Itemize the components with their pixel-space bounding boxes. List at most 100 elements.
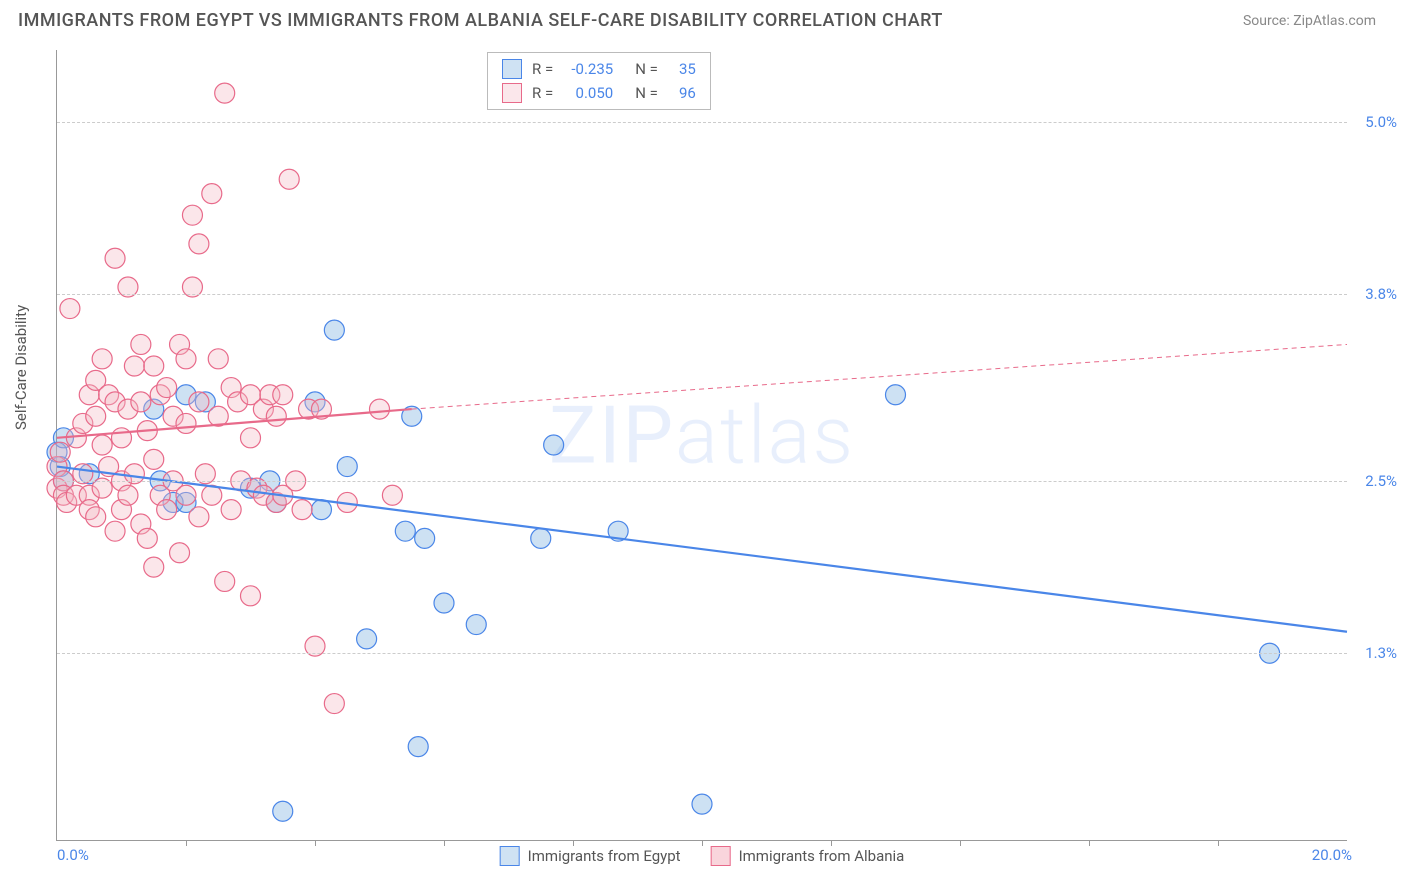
grid-line: [57, 294, 1347, 295]
data-point-albania: [50, 442, 70, 462]
source-label: Source: ZipAtlas.com: [1243, 13, 1376, 29]
data-point-albania: [279, 169, 299, 189]
data-point-albania: [241, 428, 261, 448]
data-point-albania: [202, 184, 222, 204]
data-point-egypt: [531, 528, 551, 548]
data-point-albania: [176, 413, 196, 433]
x-tick-mark: [315, 840, 316, 846]
legend-label: Immigrants from Albania: [739, 847, 905, 865]
data-point-albania: [382, 485, 402, 505]
x-tick-mark: [1089, 840, 1090, 846]
data-point-egypt: [324, 320, 344, 340]
y-axis-label: Self-Care Disability: [12, 305, 30, 430]
data-point-albania: [92, 349, 112, 369]
data-point-albania: [292, 500, 312, 520]
data-point-albania: [170, 543, 190, 563]
legend-n-label: N =: [635, 84, 658, 102]
data-point-egypt: [395, 521, 415, 541]
y-tick-label: 5.0%: [1365, 113, 1397, 131]
data-point-albania: [131, 392, 151, 412]
data-point-egypt: [692, 794, 712, 814]
legend-swatch: [502, 59, 522, 79]
data-point-albania: [189, 507, 209, 527]
data-point-albania: [118, 485, 138, 505]
scatter-plot: [57, 50, 1347, 840]
data-point-egypt: [466, 615, 486, 635]
trend-line-dash-albania: [412, 344, 1347, 409]
legend-n-value: 96: [668, 84, 696, 102]
data-point-albania: [157, 378, 177, 398]
x-tick-mark: [573, 840, 574, 846]
legend-row-albania: R = 0.050 N = 96: [502, 81, 696, 105]
legend-n-label: N =: [635, 60, 658, 78]
chart-area: ZIPatlas R =-0.235N =35R =0.050N =96 0.0…: [56, 50, 1347, 841]
x-axis-min: 0.0%: [57, 846, 89, 864]
legend-swatch: [500, 846, 520, 866]
data-point-albania: [241, 586, 261, 606]
legend-r-label: R =: [532, 60, 553, 78]
chart-title: IMMIGRANTS FROM EGYPT VS IMMIGRANTS FROM…: [18, 10, 943, 31]
grid-line: [57, 653, 1347, 654]
data-point-albania: [86, 507, 106, 527]
x-tick-mark: [702, 840, 703, 846]
data-point-egypt: [886, 385, 906, 405]
data-point-albania: [157, 500, 177, 520]
data-point-albania: [189, 392, 209, 412]
data-point-albania: [208, 349, 228, 369]
data-point-egypt: [415, 528, 435, 548]
data-point-albania: [324, 694, 344, 714]
data-point-albania: [176, 485, 196, 505]
data-point-albania: [182, 205, 202, 225]
series-legend: Immigrants from Egypt Immigrants from Alb…: [500, 846, 905, 866]
data-point-egypt: [408, 737, 428, 757]
data-point-egypt: [273, 801, 293, 821]
y-tick-label: 1.3%: [1365, 644, 1397, 662]
data-point-egypt: [434, 593, 454, 613]
legend-swatch: [711, 846, 731, 866]
data-point-albania: [105, 521, 125, 541]
legend-label: Immigrants from Egypt: [528, 847, 681, 865]
data-point-albania: [215, 83, 235, 103]
legend-item: Immigrants from Egypt: [500, 846, 681, 866]
data-point-albania: [215, 571, 235, 591]
y-tick-label: 2.5%: [1365, 472, 1397, 490]
data-point-albania: [370, 399, 390, 419]
legend-r-value: -0.235: [563, 60, 613, 78]
data-point-albania: [176, 349, 196, 369]
legend-r-value: 0.050: [563, 84, 613, 102]
grid-line: [57, 122, 1347, 123]
x-tick-mark: [960, 840, 961, 846]
data-point-albania: [144, 449, 164, 469]
data-point-albania: [105, 248, 125, 268]
data-point-albania: [221, 500, 241, 520]
x-axis-max: 20.0%: [1312, 846, 1352, 864]
legend-r-label: R =: [532, 84, 553, 102]
data-point-albania: [266, 406, 286, 426]
trend-line-egypt: [57, 467, 1347, 632]
data-point-egypt: [311, 500, 331, 520]
data-point-albania: [144, 356, 164, 376]
x-tick-mark: [1218, 840, 1219, 846]
correlation-legend: R = -0.235 N = 35 R = 0.050 N = 96: [487, 52, 711, 110]
grid-line: [57, 481, 1347, 482]
legend-swatch: [502, 83, 522, 103]
y-tick-label: 3.8%: [1365, 285, 1397, 303]
data-point-albania: [144, 557, 164, 577]
data-point-albania: [92, 435, 112, 455]
data-point-albania: [60, 299, 80, 319]
x-tick-mark: [186, 840, 187, 846]
data-point-albania: [124, 356, 144, 376]
data-point-albania: [137, 528, 157, 548]
legend-item: Immigrants from Albania: [711, 846, 905, 866]
x-tick-mark: [444, 840, 445, 846]
x-tick-mark: [831, 840, 832, 846]
data-point-albania: [189, 234, 209, 254]
data-point-albania: [273, 385, 293, 405]
data-point-albania: [112, 428, 132, 448]
trend-line-albania: [57, 409, 412, 438]
data-point-egypt: [357, 629, 377, 649]
legend-row-egypt: R = -0.235 N = 35: [502, 57, 696, 81]
legend-n-value: 35: [668, 60, 696, 78]
data-point-egypt: [544, 435, 564, 455]
data-point-egypt: [337, 457, 357, 477]
